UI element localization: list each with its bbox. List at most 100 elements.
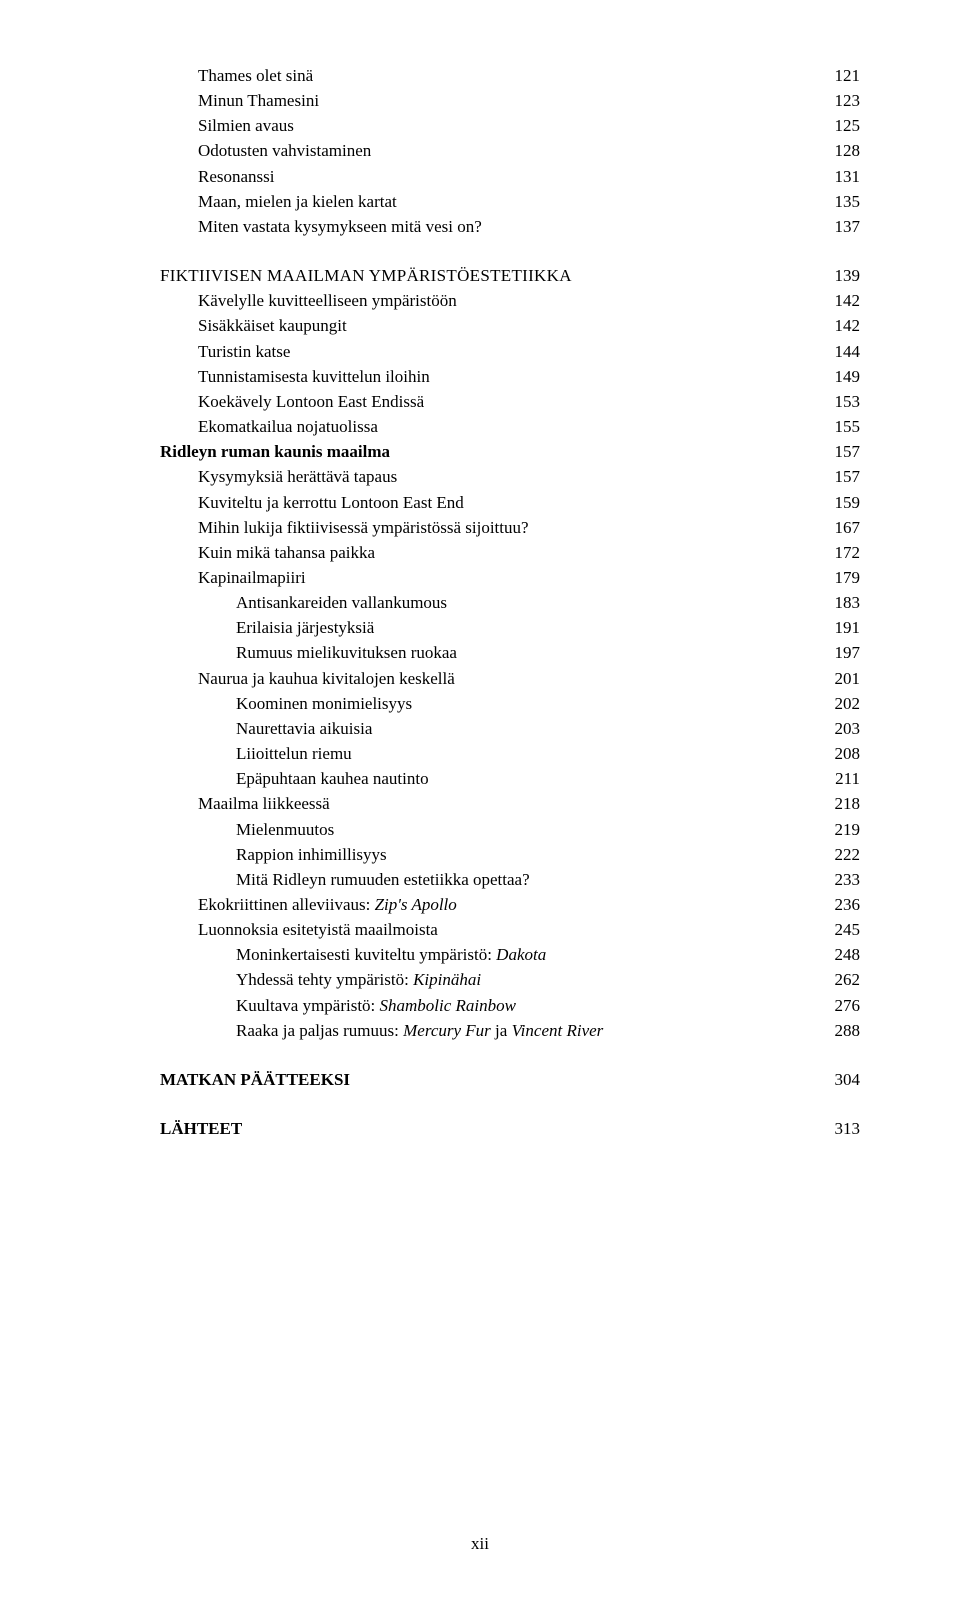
- toc-page: 262: [810, 967, 860, 992]
- toc-page: 159: [810, 490, 860, 515]
- toc-label: Miten vastata kysymykseen mitä vesi on?: [198, 214, 810, 239]
- toc-label: Naurua ja kauhua kivitalojen keskellä: [198, 666, 810, 691]
- toc-entry: Turistin katse144: [160, 339, 860, 364]
- toc-label: Thames olet sinä: [198, 63, 810, 88]
- toc-label: Maailma liikkeessä: [198, 791, 810, 816]
- toc-entry: Maan, mielen ja kielen kartat135: [160, 189, 860, 214]
- toc-page: 149: [810, 364, 860, 389]
- table-of-contents: Thames olet sinä121Minun Thamesini123Sil…: [160, 63, 860, 1141]
- toc-label: Rappion inhimillisyys: [236, 842, 810, 867]
- toc-page: 135: [810, 189, 860, 214]
- toc-entry: Ridleyn ruman kaunis maailma157: [160, 439, 860, 464]
- toc-entry: FIKTIIVISEN MAAILMAN YMPÄRISTÖESTETIIKKA…: [160, 263, 860, 288]
- toc-entry: Epäpuhtaan kauhea nautinto211: [160, 766, 860, 791]
- toc-entry: Odotusten vahvistaminen128: [160, 138, 860, 163]
- toc-page: 157: [810, 464, 860, 489]
- toc-entry: Liioittelun riemu208: [160, 741, 860, 766]
- toc-label: Kapinailmapiiri: [198, 565, 810, 590]
- toc-label: Epäpuhtaan kauhea nautinto: [236, 766, 810, 791]
- toc-page: 197: [810, 640, 860, 665]
- toc-entry: Kuultava ympäristö: Shambolic Rainbow276: [160, 993, 860, 1018]
- toc-entry: Sisäkkäiset kaupungit142: [160, 313, 860, 338]
- toc-label: Kuultava ympäristö: Shambolic Rainbow: [236, 993, 810, 1018]
- toc-label: Rumuus mielikuvituksen ruokaa: [236, 640, 810, 665]
- toc-page: 222: [810, 842, 860, 867]
- toc-entry: Thames olet sinä121: [160, 63, 860, 88]
- toc-page: 233: [810, 867, 860, 892]
- toc-page: 288: [810, 1018, 860, 1043]
- toc-entry: Naurua ja kauhua kivitalojen keskellä201: [160, 666, 860, 691]
- toc-page: 121: [810, 63, 860, 88]
- toc-page: 248: [810, 942, 860, 967]
- toc-label: Kysymyksiä herättävä tapaus: [198, 464, 810, 489]
- toc-label: Kuviteltu ja kerrottu Lontoon East End: [198, 490, 810, 515]
- toc-entry: Antisankareiden vallankumous183: [160, 590, 860, 615]
- toc-label: Mielenmuutos: [236, 817, 810, 842]
- toc-page: 208: [810, 741, 860, 766]
- toc-label: Yhdessä tehty ympäristö: Kipinähai: [236, 967, 810, 992]
- toc-label: Mihin lukija fiktiivisessä ympäristössä …: [198, 515, 810, 540]
- toc-entry: Mielenmuutos219: [160, 817, 860, 842]
- toc-label: Ekomatkailua nojatuolissa: [198, 414, 810, 439]
- toc-page: 191: [810, 615, 860, 640]
- toc-page: 276: [810, 993, 860, 1018]
- toc-entry: Minun Thamesini123: [160, 88, 860, 113]
- toc-label: Sisäkkäiset kaupungit: [198, 313, 810, 338]
- toc-label: Kävelylle kuvitteelliseen ympäristöön: [198, 288, 810, 313]
- toc-label: Odotusten vahvistaminen: [198, 138, 810, 163]
- toc-page: 139: [810, 263, 860, 288]
- toc-label: Ekokriittinen alleviivaus: Zip's Apollo: [198, 892, 810, 917]
- toc-label: Moninkertaisesti kuviteltu ympäristö: Da…: [236, 942, 810, 967]
- toc-label: Kuin mikä tahansa paikka: [198, 540, 810, 565]
- toc-entry: Resonanssi131: [160, 164, 860, 189]
- toc-entry: Koominen monimielisyys202: [160, 691, 860, 716]
- toc-page: 153: [810, 389, 860, 414]
- toc-page: 172: [810, 540, 860, 565]
- toc-entry: Koekävely Lontoon East Endissä153: [160, 389, 860, 414]
- toc-label: Resonanssi: [198, 164, 810, 189]
- toc-page: 142: [810, 288, 860, 313]
- toc-entry: Ekokriittinen alleviivaus: Zip's Apollo2…: [160, 892, 860, 917]
- toc-page: 123: [810, 88, 860, 113]
- toc-entry: Naurettavia aikuisia203: [160, 716, 860, 741]
- toc-page: 201: [810, 666, 860, 691]
- toc-page: 218: [810, 791, 860, 816]
- toc-page: 179: [810, 565, 860, 590]
- toc-page: 144: [810, 339, 860, 364]
- toc-entry: Yhdessä tehty ympäristö: Kipinähai262: [160, 967, 860, 992]
- toc-page: 157: [810, 439, 860, 464]
- toc-label: Minun Thamesini: [198, 88, 810, 113]
- toc-entry: Miten vastata kysymykseen mitä vesi on?1…: [160, 214, 860, 239]
- toc-page: 183: [810, 590, 860, 615]
- toc-label: Tunnistamisesta kuvittelun iloihin: [198, 364, 810, 389]
- toc-entry: Luonnoksia esitetyistä maailmoista245: [160, 917, 860, 942]
- toc-page: 211: [810, 766, 860, 791]
- toc-entry: Raaka ja paljas rumuus: Mercury Fur ja V…: [160, 1018, 860, 1043]
- toc-label: Naurettavia aikuisia: [236, 716, 810, 741]
- toc-entry: Silmien avaus125: [160, 113, 860, 138]
- toc-entry: MATKAN PÄÄTTEEKSI304: [160, 1067, 860, 1092]
- toc-label: Antisankareiden vallankumous: [236, 590, 810, 615]
- toc-entry: Kysymyksiä herättävä tapaus157: [160, 464, 860, 489]
- toc-page: 167: [810, 515, 860, 540]
- toc-entry: Rappion inhimillisyys222: [160, 842, 860, 867]
- toc-entry: Mitä Ridleyn rumuuden estetiikka opettaa…: [160, 867, 860, 892]
- toc-entry: Kapinailmapiiri179: [160, 565, 860, 590]
- toc-label: Erilaisia järjestyksiä: [236, 615, 810, 640]
- toc-label: Ridleyn ruman kaunis maailma: [160, 439, 810, 464]
- toc-entry: Erilaisia järjestyksiä191: [160, 615, 860, 640]
- toc-page: 131: [810, 164, 860, 189]
- toc-page: 137: [810, 214, 860, 239]
- toc-entry: Kävelylle kuvitteelliseen ympäristöön142: [160, 288, 860, 313]
- toc-entry: Moninkertaisesti kuviteltu ympäristö: Da…: [160, 942, 860, 967]
- toc-page: 219: [810, 817, 860, 842]
- page-number: xii: [0, 1534, 960, 1554]
- toc-entry: Maailma liikkeessä218: [160, 791, 860, 816]
- toc-label: Koekävely Lontoon East Endissä: [198, 389, 810, 414]
- toc-label: Liioittelun riemu: [236, 741, 810, 766]
- toc-label: LÄHTEET: [160, 1116, 810, 1141]
- toc-entry: Tunnistamisesta kuvittelun iloihin149: [160, 364, 860, 389]
- toc-page: 304: [810, 1067, 860, 1092]
- toc-entry: Mihin lukija fiktiivisessä ympäristössä …: [160, 515, 860, 540]
- toc-label: Turistin katse: [198, 339, 810, 364]
